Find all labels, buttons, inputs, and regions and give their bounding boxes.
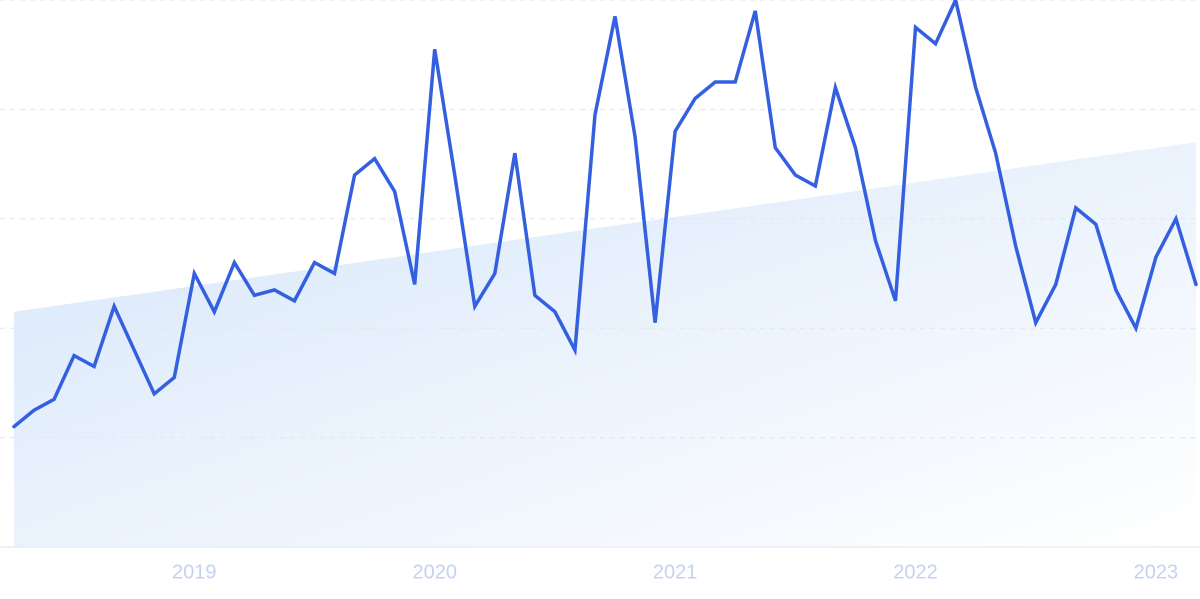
x-tick-label: 2022 bbox=[893, 561, 938, 583]
line bbox=[12, 0, 1198, 429]
trend-area bbox=[14, 142, 1196, 547]
x-tick-label: 2021 bbox=[653, 561, 698, 583]
x-tick-label: 2019 bbox=[172, 561, 217, 583]
x-tick-label: 2023 bbox=[1134, 561, 1179, 583]
x-tick-label: 2020 bbox=[412, 561, 457, 583]
